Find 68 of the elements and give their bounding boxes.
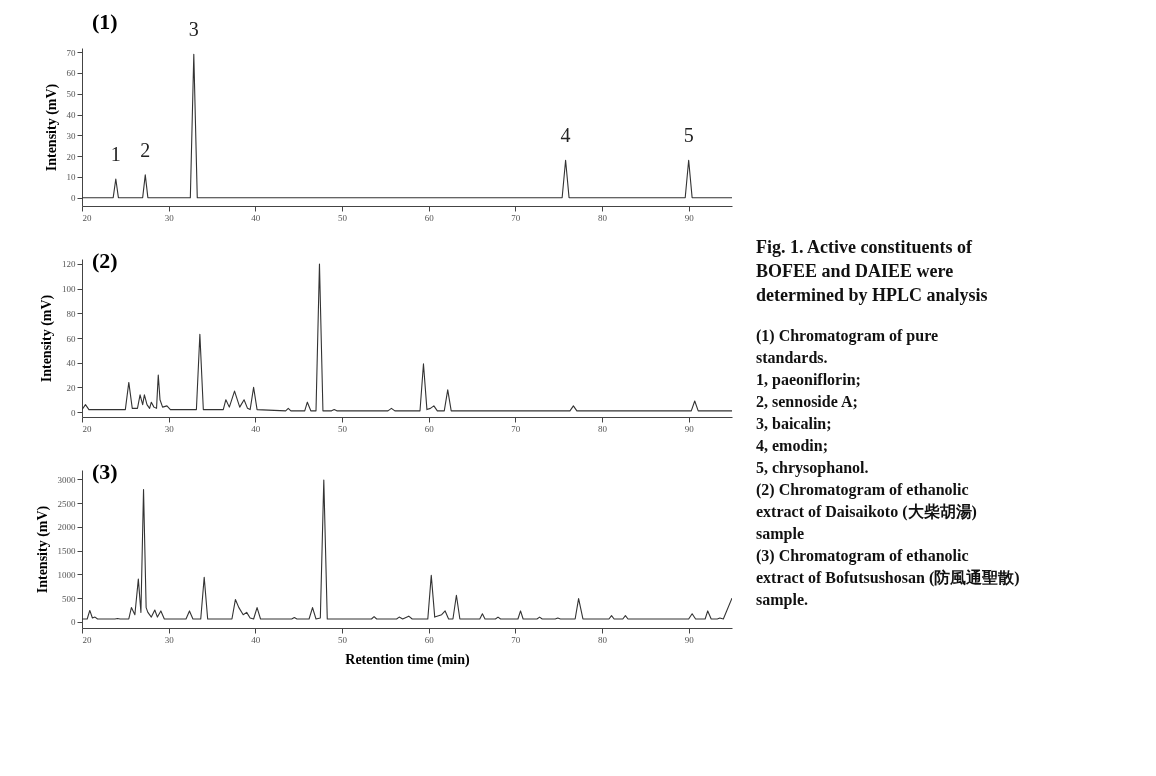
text: 1, paeoniflorin; [756, 371, 861, 389]
text: (2) Chromatogram of ethanolic extract of Daisaikoto (大柴胡湯) sample [756, 481, 977, 543]
x-tick-label: 80 [598, 212, 608, 223]
text: (3) Chromatogram of ethanolic extract of Bofutsushosan (防風通聖散) sample. [756, 547, 1020, 609]
text: (1) Chromatogram of pure standards. [756, 327, 939, 366]
y-tick-label: 2500 [57, 498, 76, 509]
annotation: 2 [140, 138, 151, 161]
x-tick-label: 20 [82, 634, 92, 645]
y-tick-label: 0 [71, 617, 76, 628]
x-tick-label: 60 [424, 423, 435, 434]
x-tick-label: 90 [684, 212, 695, 223]
x-tick-label: 70 [511, 212, 521, 223]
x-tick-label: 50 [338, 634, 348, 645]
x-tick-label: 20 [82, 423, 92, 434]
y-axis-title: Intensity (mV) [39, 294, 55, 383]
annotation: 3 [188, 18, 199, 41]
x-tick-label: 50 [338, 423, 348, 434]
x-tick-label: 50 [338, 212, 348, 223]
text: 2, sennoside A; [756, 393, 858, 410]
x-tick-label: 60 [424, 634, 435, 645]
x-tick-label: 40 [251, 212, 261, 223]
text: Fig. 1. Active constituents of BOFEE and DAIEE were determined by HPLC analysis [756, 237, 988, 305]
y-tick-label: 500 [62, 593, 76, 604]
y-tick-label: 2000 [57, 522, 76, 533]
x-tick-label: 30 [164, 634, 175, 645]
y-tick-label: 1000 [57, 569, 76, 580]
text: 5, chrysophanol. [756, 459, 869, 477]
y-tick-label: 80 [66, 308, 76, 319]
y-tick-label: 40 [66, 110, 76, 121]
x-tick-label: 60 [424, 212, 435, 223]
y-tick-label: 30 [66, 130, 76, 141]
y-tick-label: 10 [66, 172, 76, 183]
y-tick-label: 0 [71, 407, 76, 418]
y-axis-title: Intensity (mV) [34, 505, 51, 594]
x-tick-label: 80 [598, 634, 608, 645]
chart-title: (3) [92, 459, 118, 484]
annotation: 4 [560, 124, 571, 147]
x-tick-label: 30 [164, 423, 175, 434]
x-tick-label: 70 [511, 634, 521, 645]
y-tick-label: 20 [66, 382, 76, 393]
text: 3, baicalin; [756, 415, 832, 432]
y-tick-label: 20 [66, 151, 76, 162]
y-tick-label: 100 [62, 284, 76, 295]
x-tick-label: 40 [251, 423, 261, 434]
annotation: 5 [683, 124, 694, 147]
y-tick-label: 0 [71, 193, 76, 204]
y-axis-title: Intensity (mV) [43, 83, 60, 172]
x-tick-label: 90 [684, 423, 695, 434]
x-tick-label: 40 [251, 634, 261, 645]
x-tick-label: 70 [511, 423, 521, 434]
x-tick-label: 30 [164, 212, 175, 223]
y-tick-label: 1500 [57, 546, 76, 557]
x-tick-label: 20 [82, 212, 92, 223]
text: 4, emodin; [756, 437, 828, 454]
line-series [82, 53, 732, 199]
x-tick-label: 80 [598, 423, 608, 434]
y-tick-label: 120 [62, 259, 76, 270]
y-tick-label: 50 [66, 89, 76, 100]
chart-title: (1) [92, 9, 118, 35]
y-tick-label: 70 [66, 47, 76, 58]
y-tick-label: 3000 [57, 474, 76, 485]
annotation: 1 [110, 142, 121, 165]
y-tick-label: 60 [66, 333, 76, 344]
y-tick-label: 60 [66, 68, 76, 79]
x-axis-title: Retention time (min) [345, 651, 471, 668]
chart-title: (2) [92, 248, 118, 273]
y-tick-label: 40 [66, 358, 76, 369]
x-tick-label: 90 [684, 634, 695, 645]
